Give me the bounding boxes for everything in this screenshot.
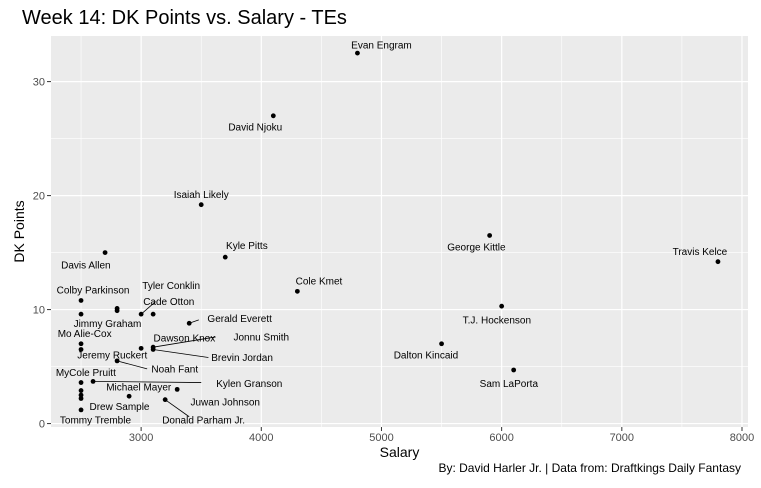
data-point xyxy=(78,341,84,347)
point-label: Dawson Knox xyxy=(154,334,216,345)
data-point xyxy=(270,113,276,119)
y-tick-label: 0 xyxy=(39,419,45,431)
label-connector xyxy=(140,301,156,315)
data-point xyxy=(126,393,132,399)
point-label: Juwan Johnson xyxy=(191,397,261,408)
data-point xyxy=(174,386,180,392)
data-point xyxy=(511,367,517,373)
point-label: Travis Kelce xyxy=(673,247,728,258)
point-label: David Njoku xyxy=(228,123,282,134)
label-connectors xyxy=(93,301,216,418)
data-point xyxy=(78,311,84,317)
point-label: Davis Allen xyxy=(61,261,110,272)
data-point xyxy=(78,380,84,385)
point-label: George Kittle xyxy=(447,242,506,253)
point-label: Gerald Everett xyxy=(207,314,272,325)
point-label: Brevin Jordan xyxy=(211,353,273,364)
x-tick-label: 5000 xyxy=(369,432,393,444)
y-axis-title: DK Points xyxy=(11,200,27,262)
data-point xyxy=(90,379,96,384)
data-point xyxy=(715,259,721,265)
point-labels: Evan Engram David Njoku Isaiah Likely Georg… xyxy=(56,41,728,427)
data-point xyxy=(114,308,120,314)
x-tick-label: 4000 xyxy=(249,432,273,444)
data-points xyxy=(78,50,721,413)
point-label: Sam LaPorta xyxy=(480,379,539,390)
data-point xyxy=(78,407,84,413)
data-point xyxy=(78,298,84,303)
data-point xyxy=(294,288,300,294)
chart-caption: By: David Harler Jr. | Data from: Draftk… xyxy=(438,461,741,475)
point-label: Jeremy Ruckert xyxy=(77,351,147,362)
point-label: Cole Kmet xyxy=(296,277,343,288)
point-label: Jonnu Smith xyxy=(234,332,290,343)
major-gridlines xyxy=(51,36,748,427)
x-tick-label: 7000 xyxy=(610,432,634,444)
y-tick-label: 10 xyxy=(33,305,45,317)
data-point xyxy=(138,311,144,317)
label-connector xyxy=(164,399,190,418)
label-connector xyxy=(153,336,216,348)
data-point xyxy=(78,347,84,352)
y-axis-ticks: 0 10 20 30 xyxy=(33,77,51,431)
label-connector xyxy=(116,360,148,370)
chart-title: Week 14: DK Points vs. Salary - TEs xyxy=(22,7,347,29)
data-point xyxy=(78,392,84,398)
point-label: Cade Otton xyxy=(143,297,194,308)
point-label: Drew Sample xyxy=(89,402,149,413)
point-label: T.J. Hockenson xyxy=(463,315,531,326)
data-point xyxy=(78,388,84,393)
point-label: Isaiah Likely xyxy=(174,190,229,201)
x-axis-ticks: 3000 4000 5000 6000 7000 8000 xyxy=(129,427,754,444)
point-label: Tommy Tremble xyxy=(60,416,132,427)
data-point xyxy=(487,233,493,238)
point-label: Donald Parham Jr. xyxy=(162,416,245,427)
point-label: Tyler Conklin xyxy=(142,281,200,292)
data-point xyxy=(138,345,144,351)
point-label: Noah Fant xyxy=(151,364,198,375)
label-connector xyxy=(93,381,202,383)
x-tick-label: 6000 xyxy=(489,432,513,444)
y-tick-label: 30 xyxy=(33,77,45,89)
y-tick-label: 20 xyxy=(33,191,45,203)
minor-gridlines xyxy=(51,36,748,427)
plot-panel xyxy=(51,36,748,427)
data-point xyxy=(198,202,204,208)
point-label: MyCole Pruitt xyxy=(56,368,116,379)
data-point xyxy=(114,358,120,364)
data-point xyxy=(439,341,444,347)
data-point xyxy=(102,250,108,255)
data-point xyxy=(78,396,84,401)
data-point xyxy=(150,311,156,317)
data-point xyxy=(186,320,192,326)
point-label: Kylen Granson xyxy=(216,379,282,390)
data-point xyxy=(222,254,228,260)
label-connector xyxy=(153,349,209,358)
point-label: Colby Parkinson xyxy=(57,286,130,297)
data-point xyxy=(355,50,360,56)
data-point xyxy=(499,303,505,309)
x-axis-title: Salary xyxy=(380,444,420,460)
x-tick-label: 8000 xyxy=(730,432,754,444)
x-tick-label: 3000 xyxy=(129,432,153,444)
point-label: Evan Engram xyxy=(351,41,412,52)
point-label: Michael Mayer xyxy=(106,383,172,394)
point-label: Mo Alie-Cox xyxy=(58,329,112,340)
point-label: Dalton Kincaid xyxy=(394,351,458,362)
point-label: Jimmy Graham xyxy=(74,319,142,330)
data-point xyxy=(150,347,156,352)
point-label: Kyle Pitts xyxy=(226,241,268,252)
data-point xyxy=(162,397,168,403)
